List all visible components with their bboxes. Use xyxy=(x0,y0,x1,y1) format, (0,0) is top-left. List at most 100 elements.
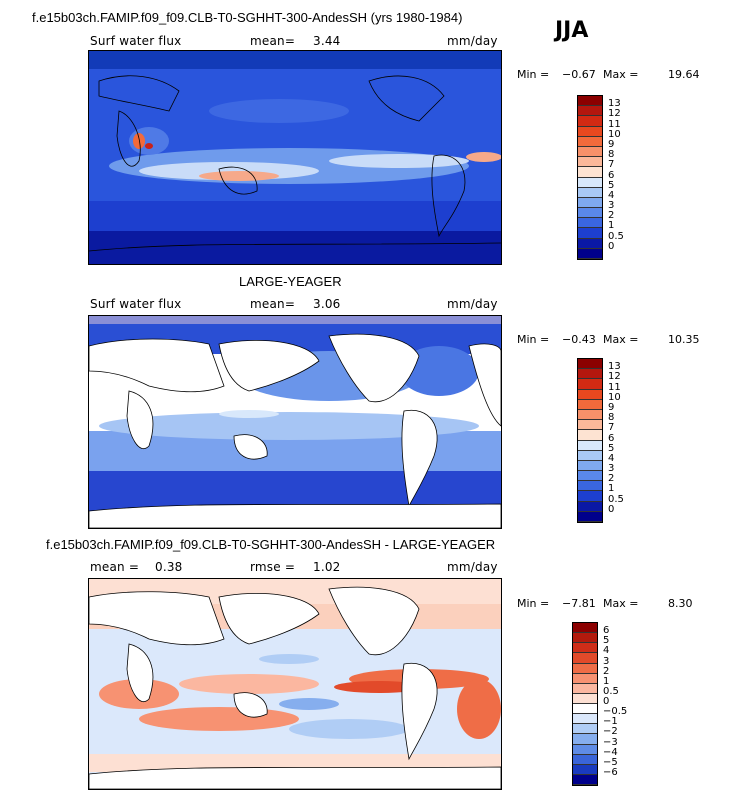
panel3-colorbar-tick-label: 2 xyxy=(603,665,610,677)
panel2-colorbar-segment xyxy=(578,369,602,380)
panel1-colorbar-segment xyxy=(578,228,602,239)
panel2-mean-value: 3.06 xyxy=(313,297,341,311)
panel3-colorbar-tick-label: 1 xyxy=(603,675,610,687)
panel2-colorbar-tick-label: 9 xyxy=(608,401,615,413)
panel2-colorbar-segment xyxy=(578,511,602,522)
panel3-colorbar-segment xyxy=(573,754,597,765)
panel2-colorbar-segment xyxy=(578,389,602,400)
panel1-field-label: Surf water flux xyxy=(90,34,182,48)
panel2-max-label: Max = xyxy=(603,333,639,346)
panel2-colorbar-tick-label: 0 xyxy=(608,503,615,515)
panel1-colorbar-segment xyxy=(578,197,602,209)
panel1-colorbar-segment xyxy=(578,146,602,158)
panel2-colorbar-tick-label: 7 xyxy=(608,422,615,434)
main-title: f.e15b03ch.FAMIP.f09_f09.CLB-T0-SGHHT-30… xyxy=(32,10,463,25)
panel1-map xyxy=(88,50,502,265)
panel3-mean-value: 0.38 xyxy=(155,560,183,574)
panel1-colorbar-segment xyxy=(578,126,602,137)
panel2-colorbar-tick-label: 0.5 xyxy=(608,493,624,505)
panel3-colorbar-segment xyxy=(573,633,597,644)
panel2-colorbar-tick-label: 1 xyxy=(608,483,615,495)
panel3-colorbar-segment xyxy=(573,714,597,725)
panel2-colorbar-tick-label: 2 xyxy=(608,473,615,485)
panel1-colorbar-tick-label: 6 xyxy=(608,169,615,181)
panel1-colorbar-tick-label: 7 xyxy=(608,159,615,171)
panel1-colorbar-tick-label: 0.5 xyxy=(608,230,624,242)
panel3-colorbar-tick-label: −3 xyxy=(603,736,618,748)
panel1-colorbar-tick-label: 11 xyxy=(608,118,621,130)
panel2-colorbar-segment xyxy=(578,481,602,492)
panel2-colorbar-tick-label: 13 xyxy=(608,361,621,373)
panel1-colorbar-segment xyxy=(578,106,602,117)
panel1-colorbar-segment xyxy=(578,187,602,198)
panel3-colorbar-segment xyxy=(573,693,597,704)
panel3-colorbar-segment xyxy=(573,653,597,664)
panel1-colorbar xyxy=(577,95,603,260)
panel2-colorbar-segment xyxy=(578,430,602,441)
panel1-colorbar-tick-label: 3 xyxy=(608,200,615,212)
panel1-units: mm/day xyxy=(447,34,498,48)
panel3-colorbar-segment xyxy=(573,774,597,785)
panel1-colorbar-segment xyxy=(578,167,602,178)
panel1-max-value: 19.64 xyxy=(668,68,700,81)
panel3-max-value: 8.30 xyxy=(668,597,693,610)
panel2-colorbar-tick-label: 4 xyxy=(608,452,615,464)
panel2-colorbar-tick-label: 12 xyxy=(608,371,621,383)
panel1-colorbar-segment xyxy=(578,177,602,188)
panel3-map xyxy=(88,578,502,790)
panel1-colorbar-tick-label: 0 xyxy=(608,240,615,252)
panel2-colorbar-segment xyxy=(578,460,602,472)
panel2-units: mm/day xyxy=(447,297,498,311)
panel1-colorbar-segment xyxy=(578,208,602,219)
panel2-field-label: Surf water flux xyxy=(90,297,182,311)
panel2-title: LARGE-YEAGER xyxy=(239,274,342,289)
panel3-colorbar-tick-label: 5 xyxy=(603,635,610,647)
panel2-min-value: −0.43 xyxy=(562,333,596,346)
panel2-colorbar-segment xyxy=(578,399,602,410)
panel1-colorbar-segment xyxy=(578,136,602,147)
panel3-colorbar-tick-label: −1 xyxy=(603,716,618,728)
panel3-colorbar-segment xyxy=(573,663,597,674)
panel2-colorbar-segment xyxy=(578,501,602,512)
panel3-colorbar-segment xyxy=(573,643,597,654)
panel3-map-svg xyxy=(89,579,501,789)
panel1-colorbar-segment xyxy=(578,248,602,259)
panel2-colorbar-tick-label: 10 xyxy=(608,391,621,403)
panel1-colorbar-segment xyxy=(578,157,602,168)
panel2-colorbar-segment xyxy=(578,491,602,502)
panel3-colorbar-segment xyxy=(573,764,597,775)
panel1-colorbar-tick-label: 4 xyxy=(608,189,615,201)
panel2-colorbar-segment xyxy=(578,450,602,461)
panel1-colorbar-tick-label: 2 xyxy=(608,210,615,222)
panel1-colorbar-tick-label: 13 xyxy=(608,98,621,110)
panel3-rmse-label: rmse = xyxy=(250,560,296,574)
panel2-colorbar-segment xyxy=(578,471,602,482)
panel1-colorbar-tick-label: 12 xyxy=(608,108,621,120)
panel2-colorbar-tick-label: 11 xyxy=(608,381,621,393)
panel3-max-label: Max = xyxy=(603,597,639,610)
panel2-map xyxy=(88,315,502,529)
panel1-colorbar-segment xyxy=(578,218,602,229)
panel1-max-label: Max = xyxy=(603,68,639,81)
panel1-min-label: Min = xyxy=(517,68,550,81)
panel3-colorbar-tick-label: 3 xyxy=(603,655,610,667)
panel1-colorbar-tick-label: 8 xyxy=(608,149,615,161)
panel3-colorbar-tick-label: −2 xyxy=(603,726,618,738)
panel2-colorbar-tick-label: 6 xyxy=(608,432,615,444)
panel3-colorbar-segment xyxy=(573,673,597,684)
panel1-min-value: −0.67 xyxy=(562,68,596,81)
panel3-colorbar-segment xyxy=(573,744,597,755)
panel3-colorbar xyxy=(572,622,598,786)
panel2-colorbar-segment xyxy=(578,440,602,451)
panel1-colorbar-tick-label: 10 xyxy=(608,128,621,140)
panel3-colorbar-segment xyxy=(573,623,597,634)
panel1-map-svg xyxy=(89,51,501,264)
panel2-colorbar-segment xyxy=(578,359,602,370)
panel2-colorbar-segment xyxy=(578,420,602,431)
panel1-colorbar-tick-label: 1 xyxy=(608,220,615,232)
panel3-colorbar-tick-label: 4 xyxy=(603,645,610,657)
panel3-colorbar-tick-label: −4 xyxy=(603,746,618,758)
panel2-colorbar-tick-label: 5 xyxy=(608,442,615,454)
panel3-colorbar-tick-label: 0 xyxy=(603,696,610,707)
panel2-colorbar-segment xyxy=(578,409,602,421)
